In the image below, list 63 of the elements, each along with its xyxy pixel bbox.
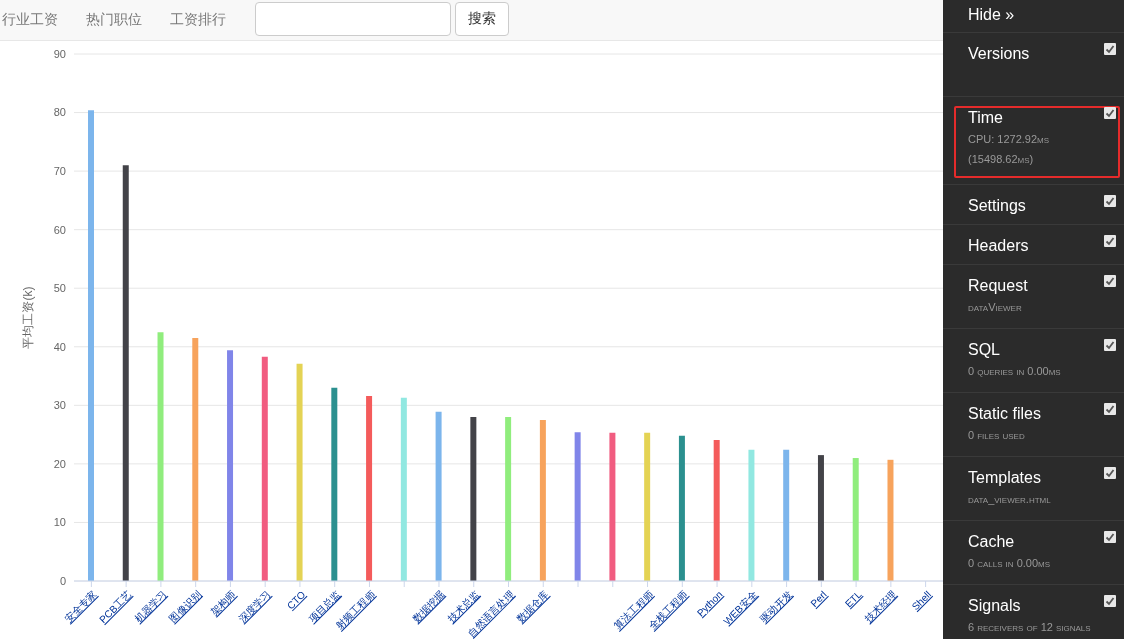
bar — [783, 449, 790, 581]
text: 搜索 — [455, 2, 509, 36]
bar — [296, 363, 303, 581]
bar — [470, 417, 477, 581]
bar — [678, 435, 685, 581]
text: 热门职位 — [86, 11, 142, 29]
bar — [817, 455, 824, 581]
text: Static files — [968, 405, 1042, 423]
text: 0 calls in 0.00ms — [968, 557, 1052, 569]
text: 0 queries in 0.00ms — [968, 365, 1062, 377]
text: 行业工资 — [2, 11, 58, 29]
y-tick-label: 20 — [53, 457, 66, 470]
text: data_viewer.html — [968, 493, 1052, 505]
text: Settings — [968, 197, 1027, 215]
text: SQL — [968, 341, 1001, 359]
x-tick-label: 架构师 — [208, 588, 238, 618]
text: Templates — [968, 469, 1042, 487]
y-axis-title: 平均工资(k) — [21, 286, 36, 349]
y-tick-label: 40 — [53, 340, 66, 353]
bar — [852, 458, 859, 581]
bar — [400, 397, 407, 581]
text: CPU: 1272.92ms — [968, 133, 1051, 145]
bar — [122, 165, 129, 581]
bar — [748, 449, 755, 581]
bar — [505, 417, 512, 581]
text: Signals — [968, 597, 1022, 615]
text: 0 files used — [968, 429, 1026, 441]
text: Time — [968, 109, 1004, 127]
bar — [574, 432, 581, 581]
y-tick-label: 60 — [53, 223, 66, 236]
text: Cache — [968, 533, 1016, 551]
text: dataViewer — [968, 301, 1023, 313]
bar — [331, 387, 338, 581]
y-tick-label: 50 — [53, 282, 66, 295]
bar — [366, 395, 373, 581]
bar — [644, 432, 651, 581]
bar — [887, 459, 894, 581]
y-tick-label: 30 — [53, 399, 66, 412]
y-tick-label: 10 — [53, 516, 66, 529]
x-tick-label: ETL — [842, 588, 864, 610]
bar — [713, 439, 720, 581]
y-tick-label: 80 — [53, 106, 66, 119]
bar — [539, 419, 546, 581]
y-tick-label: 70 — [53, 165, 66, 178]
text: Request — [968, 277, 1029, 295]
x-tick-label: 驱动开发 — [758, 588, 795, 625]
x-tick-label: 数据挖掘 — [410, 588, 447, 625]
bar — [435, 411, 442, 581]
text: 6 receivers of 12 signals — [968, 621, 1092, 633]
y-tick-label: 0 — [59, 574, 66, 587]
y-tick-label: 90 — [53, 47, 66, 60]
text: 工资排行 — [170, 11, 226, 29]
x-tick-label: 安全专家 — [62, 588, 99, 625]
text: Hide » — [968, 6, 1016, 24]
text: Versions — [968, 45, 1031, 63]
bar — [609, 432, 616, 581]
bar — [88, 110, 94, 581]
bar — [157, 332, 164, 581]
bar — [261, 356, 268, 581]
bar — [192, 337, 199, 581]
text: (15498.62ms) — [968, 153, 1035, 165]
bar — [227, 350, 234, 581]
text: Headers — [968, 237, 1030, 255]
